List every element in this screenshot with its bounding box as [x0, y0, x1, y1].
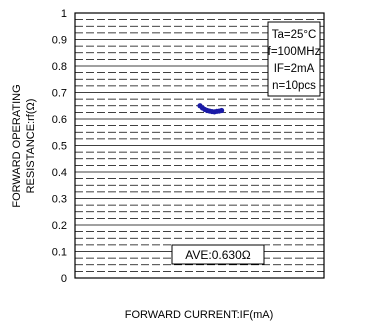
y-tick-label: 0.7 — [52, 88, 67, 100]
y-tick-label: 0.3 — [52, 194, 67, 206]
x-axis-label: FORWARD CURRENT:IF(mA) — [125, 309, 274, 321]
y-tick-label: 0.5 — [52, 141, 67, 153]
y-axis-label: FORWARD OPERATING RESISTANCE:rf(Ω) — [11, 84, 37, 207]
y-axis-label-line-1: FORWARD OPERATING — [11, 84, 23, 207]
data-points — [197, 103, 225, 115]
condition-sample-count: n=10pcs — [272, 80, 316, 92]
plot-frame — [74, 12, 325, 279]
y-tick-label: 0 — [61, 273, 67, 285]
y-tick-label: 1 — [61, 8, 67, 20]
condition-forward-current: IF=2mA — [274, 63, 315, 75]
average-box: AVE:0.630Ω — [171, 244, 265, 265]
average-label: AVE:0.630Ω — [185, 248, 250, 262]
y-tick-label: 0.4 — [52, 167, 67, 179]
y-tick-label: 0.6 — [52, 114, 67, 126]
y-tick-label: 0.1 — [52, 247, 67, 259]
y-tick-label: 0.2 — [52, 220, 67, 232]
condition-temperature: Ta=25°C — [272, 29, 317, 41]
y-axis-ticks: 0 0.1 0.2 0.3 0.4 0.5 0.6 0.7 0.8 0.9 1 — [52, 8, 67, 285]
y-axis-label-line-2: RESISTANCE:rf(Ω) — [25, 99, 37, 194]
conditions-box: Ta=25°C f=100MHz IF=2mA n=10pcs — [267, 21, 321, 97]
condition-frequency: f=100MHz — [268, 46, 321, 58]
y-tick-label: 0.9 — [52, 35, 67, 47]
y-tick-label: 0.8 — [52, 61, 67, 73]
data-point — [219, 107, 225, 114]
